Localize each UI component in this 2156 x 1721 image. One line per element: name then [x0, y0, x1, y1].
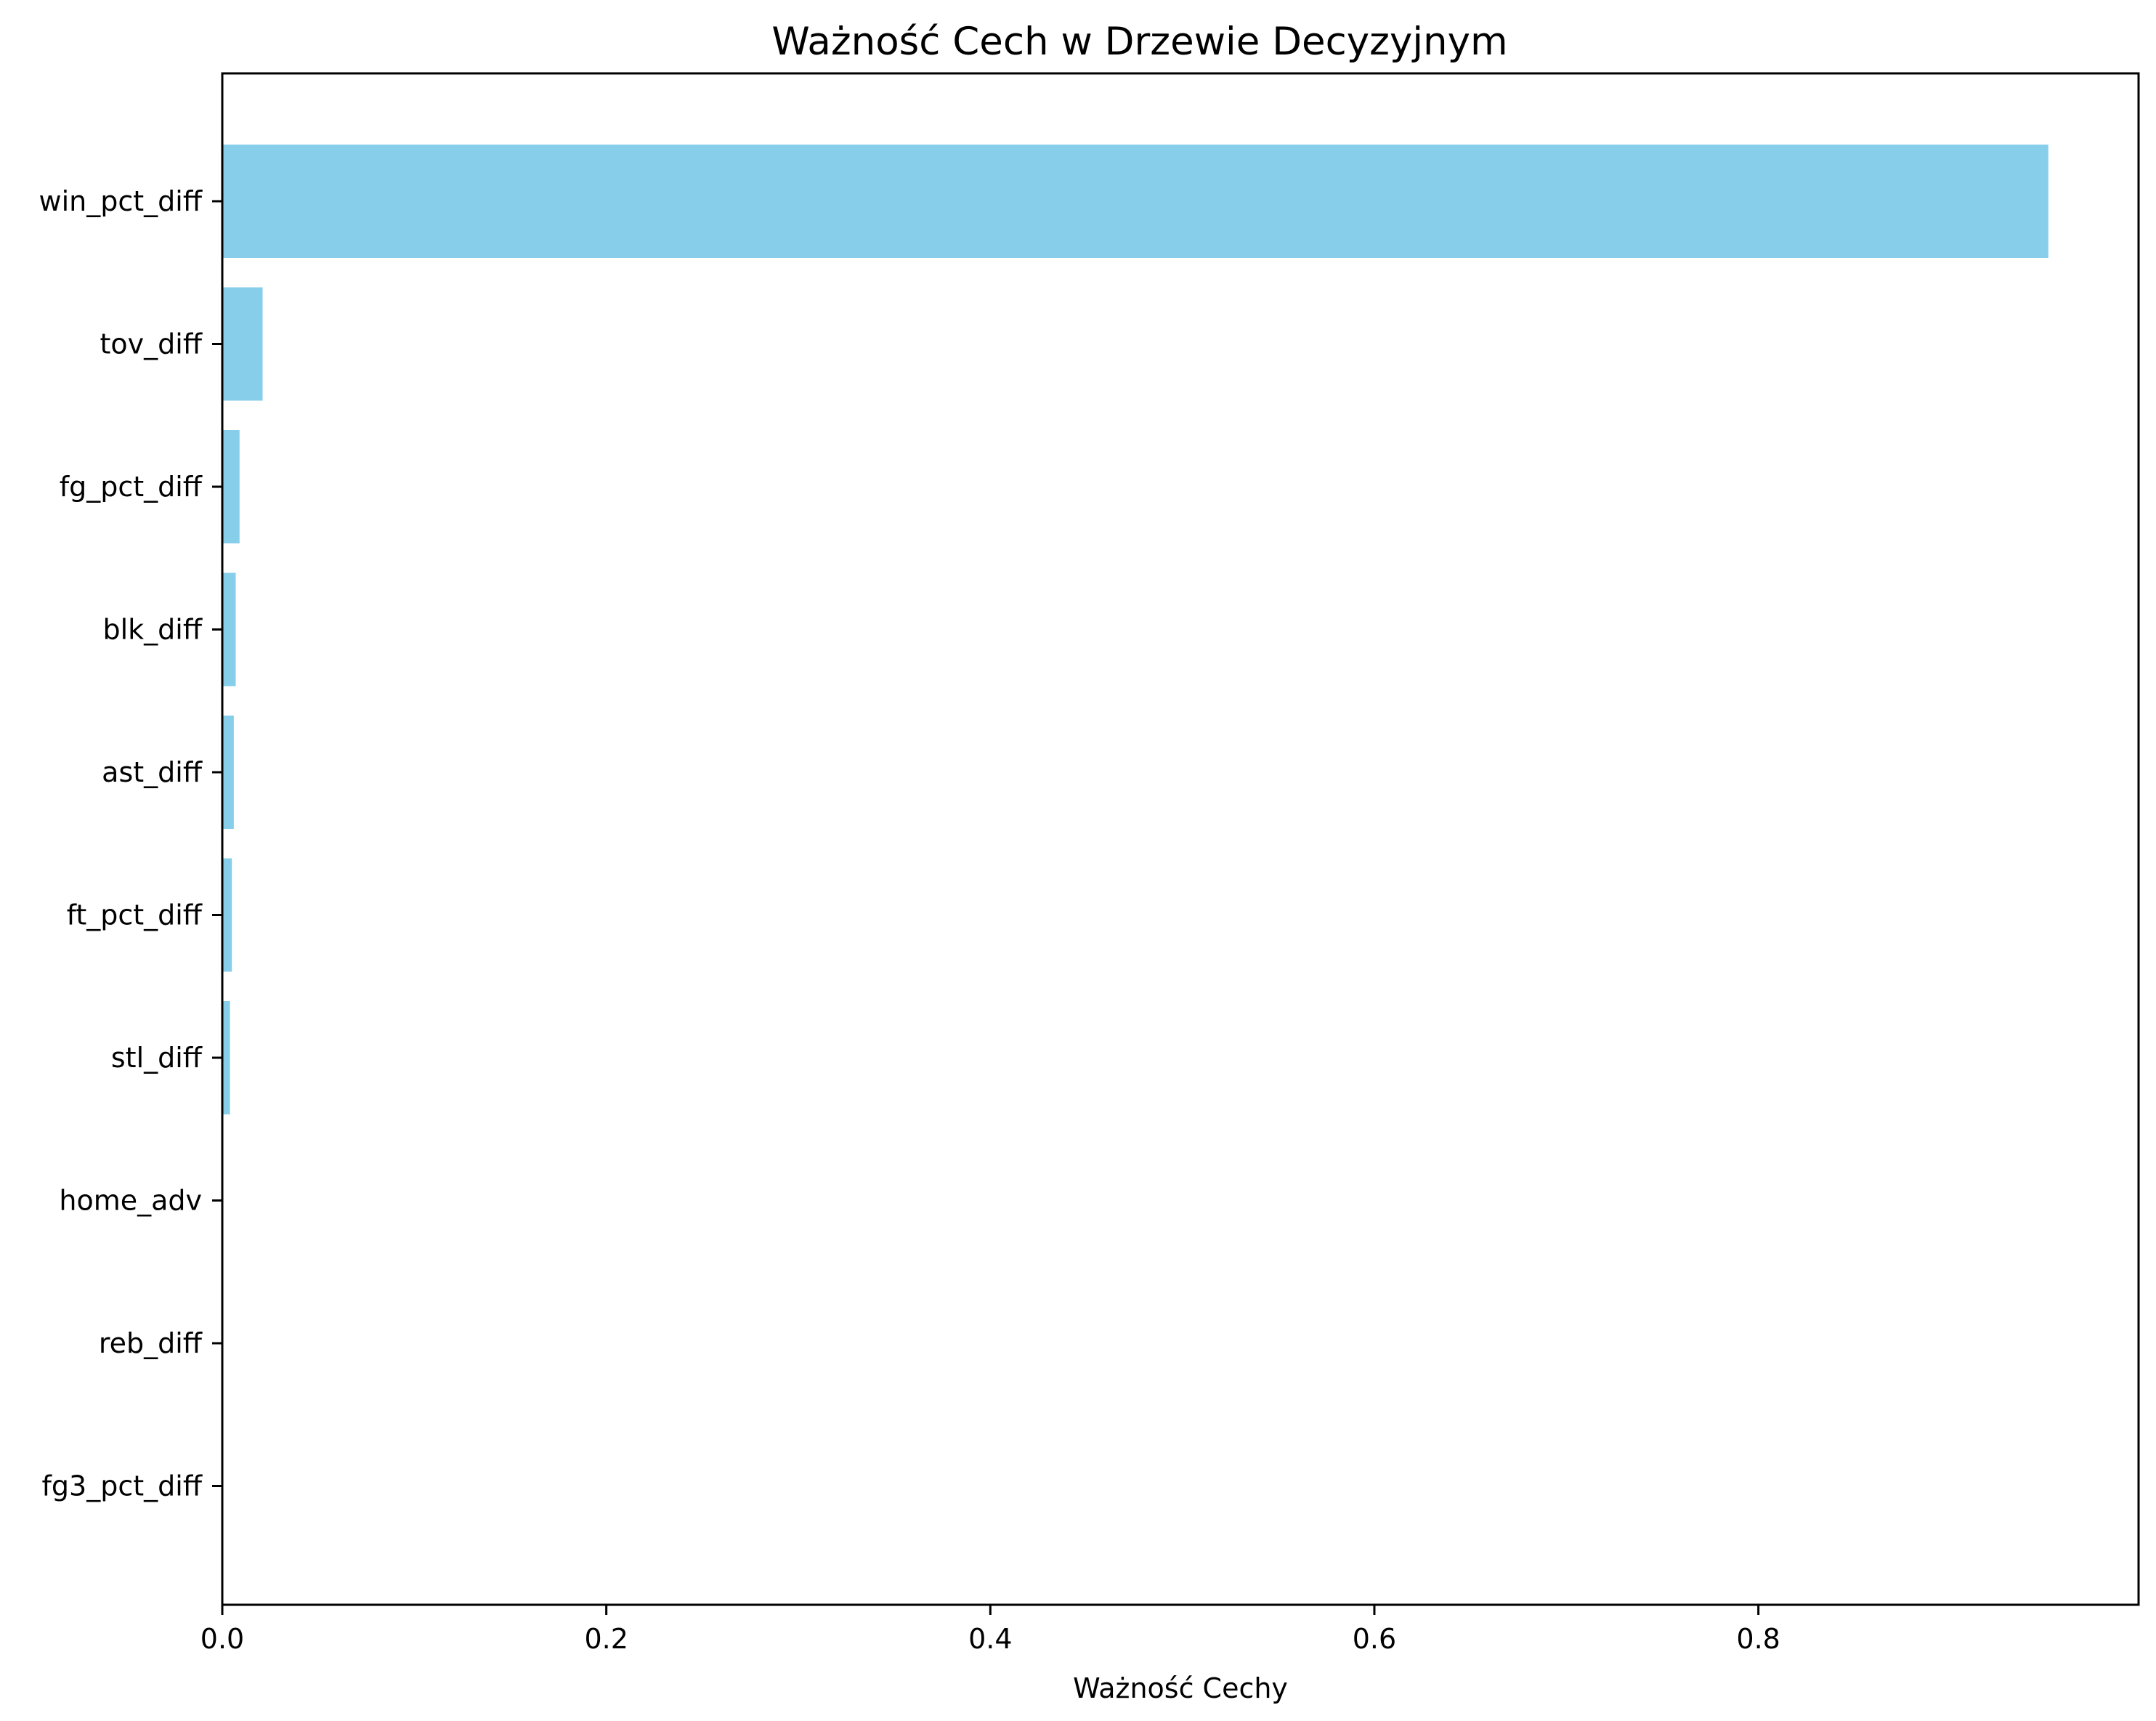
y-tick-label: win_pct_diff — [39, 185, 203, 217]
y-tick-label: ast_diff — [102, 756, 203, 788]
bars-layer — [222, 145, 2048, 1114]
y-tick-label: tov_diff — [100, 328, 203, 360]
y-tick-label: reb_diff — [99, 1327, 203, 1359]
y-tick-label: fg3_pct_diff — [42, 1470, 203, 1502]
bar-tov-diff — [222, 287, 263, 401]
y-axis-ticks: win_pct_diff tov_diff fg_pct_diff blk_diffa… — [39, 185, 222, 1502]
bar-fg-pct-diff — [222, 430, 240, 543]
y-tick-label: home_adv — [59, 1185, 202, 1217]
chart-title: Ważność Cech w Drzewie Decyzyjnym — [771, 20, 1507, 64]
x-axis-ticks: 0.0 0.2 0.4 0.6 0.8 — [200, 1605, 1780, 1655]
y-tick-label: ft_pct_diff — [67, 899, 203, 931]
bar-ast-diff — [222, 716, 234, 829]
x-tick-label: 0.8 — [1736, 1623, 1780, 1655]
x-tick-label: 0.4 — [968, 1623, 1012, 1655]
plot-area-frame — [221, 72, 2140, 1606]
x-tick-label: 0.2 — [584, 1623, 628, 1655]
x-tick-label: 0.0 — [200, 1623, 244, 1655]
bar-win-pct-diff — [222, 145, 2048, 258]
bar-ft-pct-diff — [222, 858, 232, 972]
y-tick-label: fg_pct_diff — [60, 471, 203, 503]
y-tick-label: blk_diff — [102, 614, 202, 646]
y-tick-label: stl_diff — [111, 1042, 203, 1074]
bar-stl-diff — [222, 1001, 230, 1114]
x-tick-label: 0.6 — [1353, 1623, 1396, 1655]
x-axis-label: Ważność Cechy — [1073, 1672, 1288, 1704]
bar-blk-diff — [222, 572, 236, 687]
